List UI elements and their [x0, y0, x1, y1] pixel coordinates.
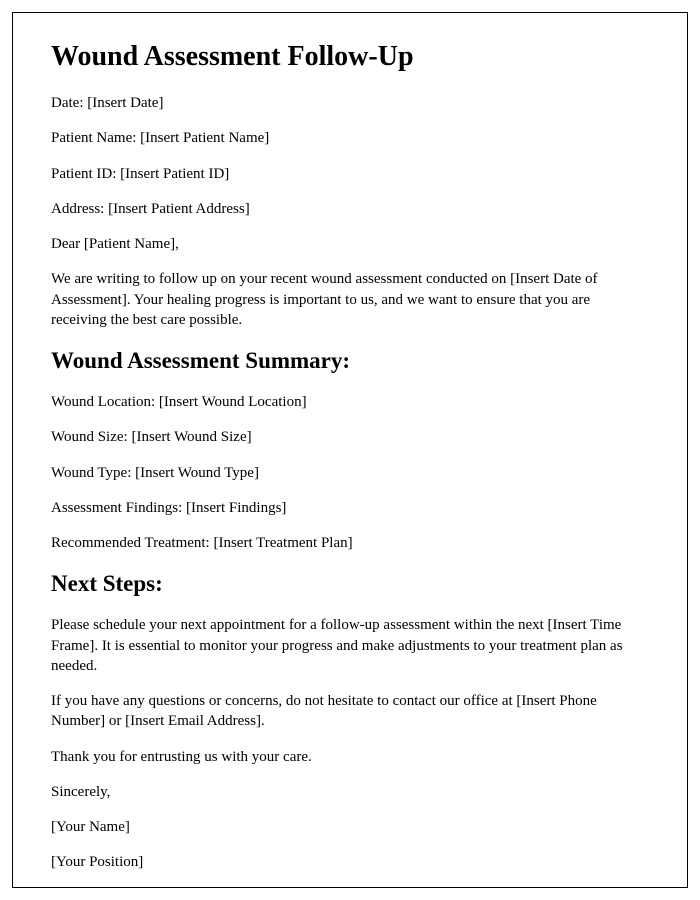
- recommended-treatment-field: Recommended Treatment: [Insert Treatment…: [51, 533, 649, 553]
- signature-clinic: [Clinic/Practice Name]: [51, 888, 649, 889]
- next-steps-heading: Next Steps:: [51, 571, 649, 597]
- signature-position: [Your Position]: [51, 852, 649, 872]
- wound-location-field: Wound Location: [Insert Wound Location]: [51, 392, 649, 412]
- closing: Sincerely,: [51, 782, 649, 802]
- patient-name-field: Patient Name: [Insert Patient Name]: [51, 128, 649, 148]
- assessment-findings-field: Assessment Findings: [Insert Findings]: [51, 498, 649, 518]
- document-container: Wound Assessment Follow-Up Date: [Insert…: [12, 12, 688, 888]
- next-steps-para1: Please schedule your next appointment fo…: [51, 615, 649, 676]
- signature-name: [Your Name]: [51, 817, 649, 837]
- next-steps-para2: If you have any questions or concerns, d…: [51, 691, 649, 732]
- address-field: Address: [Insert Patient Address]: [51, 199, 649, 219]
- thank-you: Thank you for entrusting us with your ca…: [51, 747, 649, 767]
- patient-id-field: Patient ID: [Insert Patient ID]: [51, 164, 649, 184]
- wound-type-field: Wound Type: [Insert Wound Type]: [51, 463, 649, 483]
- date-field: Date: [Insert Date]: [51, 93, 649, 113]
- salutation: Dear [Patient Name],: [51, 234, 649, 254]
- page-title: Wound Assessment Follow-Up: [51, 41, 649, 73]
- summary-heading: Wound Assessment Summary:: [51, 348, 649, 374]
- intro-paragraph: We are writing to follow up on your rece…: [51, 269, 649, 330]
- wound-size-field: Wound Size: [Insert Wound Size]: [51, 427, 649, 447]
